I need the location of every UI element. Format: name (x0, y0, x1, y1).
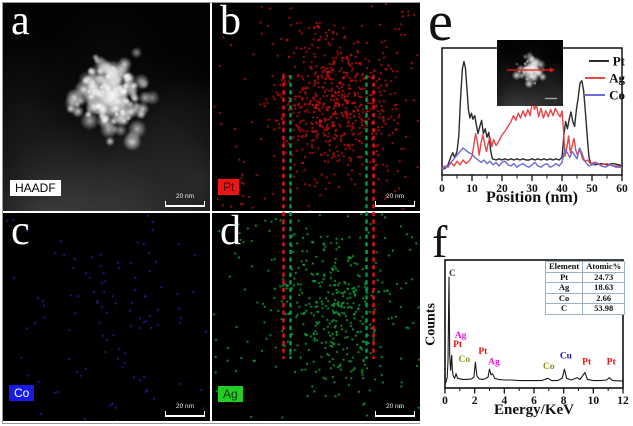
edx-x-tick: 8 (561, 395, 567, 407)
table-row: Co 2.66 (544, 292, 626, 305)
legend-label: Pt (612, 53, 625, 69)
table-header-row: Element Atomic% (544, 261, 626, 273)
table-row: C 53.98 (544, 303, 626, 315)
scale-bar-line (165, 411, 205, 417)
table-header-atomic: Atomic% (582, 261, 626, 273)
ag-map-image (212, 213, 420, 421)
peak-label-ag: Ag (455, 331, 467, 341)
legend-entry-pt: Pt (585, 52, 625, 69)
legend-entry-co: Co (585, 86, 625, 103)
panel-letter-c: c (11, 213, 30, 254)
table-cell: 18.63 (582, 282, 626, 294)
line-scan-x-tick: 30 (526, 183, 538, 195)
legend-line-swatch (585, 94, 606, 97)
scale-bar-b: 20 nm (375, 193, 415, 207)
scale-bar-label: 20 nm (175, 193, 195, 200)
edx-x-tick: 4 (501, 395, 507, 407)
scale-bar-d: 20 nm (375, 403, 415, 417)
edx-x-tick: 12 (617, 395, 629, 407)
line-scan-x-tick: 20 (496, 183, 508, 195)
legend-line-swatch (588, 60, 609, 63)
legend-label: Co (609, 87, 625, 103)
line-scan-series-ag (441, 99, 623, 169)
panel-line-scan: 0 10 20 30 40 50 60 e Pt Ag Co Position (nm) (420, 0, 633, 213)
table-header-element: Element (544, 261, 584, 273)
edx-ylabel: Counts (423, 303, 439, 346)
scale-bar-a: 20 nm (165, 193, 205, 207)
line-scan-x-tick: 0 (439, 183, 445, 195)
table-cell: Co (544, 292, 584, 305)
peak-label-ag: Ag (488, 357, 500, 367)
scale-bar-label: 20 nm (385, 193, 405, 200)
line-scan-xlabel: Position (nm) (486, 189, 578, 206)
line-scan-x-tick: 10 (466, 183, 478, 195)
peak-label-pt: Pt (478, 347, 488, 357)
line-scan-series-pt (441, 60, 623, 171)
legend-line-swatch (585, 77, 606, 80)
peak-label-pt: Pt (453, 340, 463, 350)
ag-map-tag: Ag (218, 386, 243, 402)
co-map-tag: Co (9, 385, 35, 401)
peak-label-co: Co (543, 362, 555, 372)
scale-bar-label: 20 nm (385, 403, 405, 410)
panel-letter-b: b (220, 3, 241, 44)
haadf-image (3, 3, 210, 211)
panel-edx-spectrum: 0 2 4 6 8 10 12 C Ag Pt Co Pt Ag Co Cu Pt Pt f Counts En… (420, 213, 633, 426)
legend-label: Ag (609, 70, 625, 86)
line-scan-x-tick: 40 (556, 183, 568, 195)
edx-x-tick: 2 (472, 395, 478, 407)
table-cell: Ag (544, 282, 584, 294)
table-cell: C (544, 303, 584, 315)
line-scan-x-tick: 60 (616, 183, 628, 195)
table-cell: 53.98 (582, 303, 626, 315)
panel-letter-e: e (428, 0, 453, 53)
panel-haadf: a HAADF 20 nm (3, 3, 210, 211)
panel-letter-a: a (11, 3, 30, 44)
edx-x-tick: 0 (442, 395, 448, 407)
edx-x-tick: 6 (531, 395, 537, 407)
line-scan-chart: 0 10 20 30 40 50 60 (439, 47, 628, 195)
peak-label-pt: Pt (582, 357, 592, 367)
panel-letter-d: d (220, 213, 241, 254)
line-scan-x-tick: 50 (586, 183, 598, 195)
line-scan-legend: Pt Ag Co (585, 52, 625, 103)
haadf-tag: HAADF (10, 180, 61, 196)
line-scan-inset-image (497, 40, 563, 106)
panel-pt-map: b Pt 20 nm (212, 3, 420, 211)
legend-entry-ag: Ag (585, 69, 625, 86)
scale-bar-c: 20 nm (165, 403, 205, 417)
table-cell: 24.73 (582, 271, 626, 284)
scale-bar-label: 20 nm (175, 403, 195, 410)
table-cell: Pt (544, 271, 584, 284)
peak-label-cu: Cu (560, 352, 573, 362)
peak-label-pt: Pt (607, 357, 617, 367)
table-row: Ag 18.63 (544, 282, 626, 294)
scale-bar-line (375, 201, 415, 207)
table-cell: 2.66 (582, 292, 626, 305)
peak-label-c: C (449, 269, 456, 279)
edx-spectrum-curve (444, 276, 624, 385)
edx-xlabel: Energy/KeV (494, 402, 574, 418)
panel-ag-map: d Ag 20 nm (212, 213, 420, 421)
scale-bar-line (375, 411, 415, 417)
line-scan-series-co (441, 147, 622, 171)
panel-letter-f: f (432, 216, 448, 267)
table-row: Pt 24.73 (544, 271, 626, 284)
edx-composition-table: Element Atomic% Pt 24.73 Ag 18.63 Co 2.66 C 53.… (544, 261, 626, 315)
panel-co-map: c Co 20 nm (3, 213, 210, 421)
edx-x-tick: 10 (588, 395, 600, 407)
pt-map-tag: Pt (218, 179, 240, 195)
peak-label-co: Co (458, 355, 470, 365)
co-map-image (3, 213, 210, 421)
pt-map-image (212, 3, 420, 211)
scale-bar-line (165, 201, 205, 207)
